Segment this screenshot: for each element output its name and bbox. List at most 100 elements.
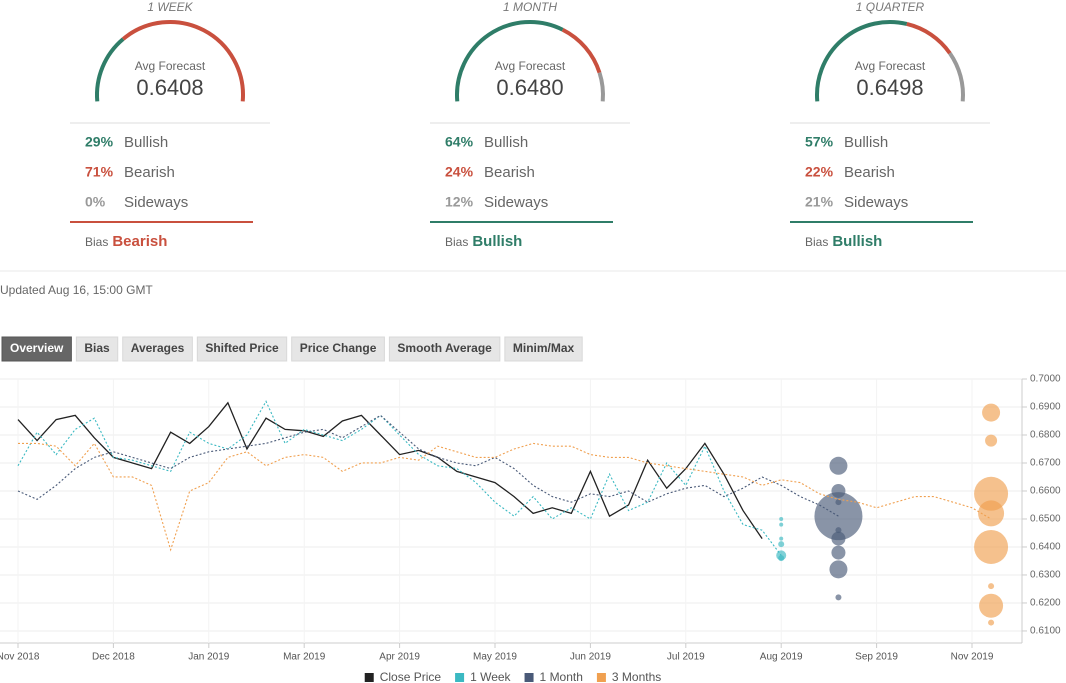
forecast-bubble (831, 531, 846, 546)
avg-label: Avg Forecast (495, 59, 566, 73)
gauge-segment (95, 37, 125, 102)
forecast-bubble (814, 492, 863, 541)
y-tick-label: 0.6400 (1030, 542, 1061, 553)
y-tick-label: 0.6700 (1030, 458, 1061, 469)
bias-label: Bias (85, 235, 108, 249)
forecast-bubble (988, 583, 995, 590)
x-tick-label: May 2019 (473, 652, 517, 663)
x-tick-label: Nov 2019 (951, 652, 994, 663)
forecast-bubble (829, 456, 848, 475)
x-tick-label: Jun 2019 (570, 652, 612, 663)
legend-swatch (596, 673, 606, 682)
legend-swatch (455, 673, 465, 682)
row-pct: 12% (445, 194, 474, 210)
tab[interactable] (75, 336, 119, 362)
forecast-bubble (988, 619, 995, 626)
tab-label[interactable]: Minim/Max (513, 341, 575, 355)
row-name: Bullish (484, 134, 528, 151)
tab[interactable] (388, 336, 501, 362)
x-tick-label: Apr 2019 (379, 652, 420, 663)
x-tick-label: Nov 2018 (0, 652, 40, 663)
tab-label[interactable]: Price Change (300, 341, 377, 355)
series-line (17, 401, 763, 539)
row-pct: 22% (805, 164, 834, 180)
period-title: 1 MONTH (503, 0, 557, 14)
period-title: 1 QUARTER (856, 0, 925, 14)
forecast-bubble (978, 500, 1005, 527)
tab-label[interactable]: Shifted Price (205, 341, 279, 355)
gauge-segment (948, 52, 965, 102)
forecast-bubble (831, 545, 846, 560)
x-tick-label: Sep 2019 (855, 652, 898, 663)
gauge-segment (121, 20, 245, 102)
row-pct: 21% (805, 194, 834, 210)
y-tick-label: 0.6600 (1030, 486, 1061, 497)
series-line (18, 442, 992, 552)
avg-value: 0.6408 (136, 75, 203, 100)
row-pct: 57% (805, 134, 834, 150)
row-name: Sideways (844, 194, 908, 211)
forecast-bubble (985, 434, 998, 447)
forecast-bubble (974, 529, 1009, 564)
tab[interactable] (122, 336, 193, 362)
tab-label[interactable]: Averages (131, 341, 185, 355)
x-tick-label: Dec 2018 (92, 652, 135, 663)
row-name: Bearish (124, 164, 175, 181)
gauge-segment (455, 20, 564, 102)
updated-text: Updated Aug 16, 15:00 GMT (0, 283, 153, 297)
tab[interactable] (1, 336, 72, 362)
gauge-segment (906, 22, 952, 55)
bias-value: Bullish (832, 233, 882, 250)
avg-label: Avg Forecast (855, 59, 926, 73)
tab-label[interactable]: Bias (84, 341, 110, 355)
forecast-bubble (835, 594, 842, 601)
gauge-segment (561, 27, 602, 74)
legend-swatch (364, 673, 374, 682)
x-tick-label: Jul 2019 (667, 652, 705, 663)
period-title: 1 WEEK (147, 0, 193, 14)
legend: Close Price 1 Week 1 Month 3 Months (364, 670, 661, 683)
legend-label: 1 Week (470, 670, 511, 683)
forecast-bubble (835, 527, 842, 534)
series-line (17, 400, 782, 556)
tab-label[interactable]: Smooth Average (397, 341, 492, 355)
tab[interactable] (504, 336, 583, 362)
forecast-bubble (979, 593, 1004, 618)
gauge-segment (597, 72, 605, 102)
legend-label: Close Price (380, 670, 442, 683)
tab[interactable] (196, 336, 288, 362)
y-tick-label: 0.6500 (1030, 514, 1061, 525)
y-tick-label: 0.6800 (1030, 430, 1061, 441)
legend-swatch (524, 673, 534, 682)
bias-label: Bias (805, 235, 828, 249)
row-name: Bearish (844, 164, 895, 181)
forecast-bubble (778, 541, 785, 548)
legend-label: 1 Month (540, 670, 583, 683)
forecast-bubble (779, 516, 784, 521)
gauge-segment (815, 20, 908, 102)
bias-label: Bias (445, 235, 468, 249)
row-name: Bearish (484, 164, 535, 181)
forecast-bubble (974, 476, 1009, 511)
x-tick-label: Mar 2019 (283, 652, 326, 663)
bias-value: Bearish (112, 233, 167, 250)
legend-label: 3 Months (612, 670, 661, 683)
tab-label[interactable]: Overview (10, 341, 64, 355)
forecast-bubble (779, 536, 784, 541)
bias-value: Bullish (472, 233, 522, 250)
row-name: Bullish (844, 134, 888, 151)
forecast-bubble (779, 522, 784, 527)
avg-label: Avg Forecast (135, 59, 206, 73)
y-tick-label: 0.6100 (1030, 626, 1061, 637)
x-tick-label: Jan 2019 (188, 652, 230, 663)
y-tick-label: 0.6900 (1030, 402, 1061, 413)
row-pct: 0% (85, 194, 106, 210)
row-name: Sideways (484, 194, 548, 211)
row-pct: 71% (85, 164, 114, 180)
tab[interactable] (291, 336, 385, 362)
row-name: Bullish (124, 134, 168, 151)
forecast-bubble (829, 560, 848, 579)
y-tick-label: 0.7000 (1030, 374, 1061, 385)
